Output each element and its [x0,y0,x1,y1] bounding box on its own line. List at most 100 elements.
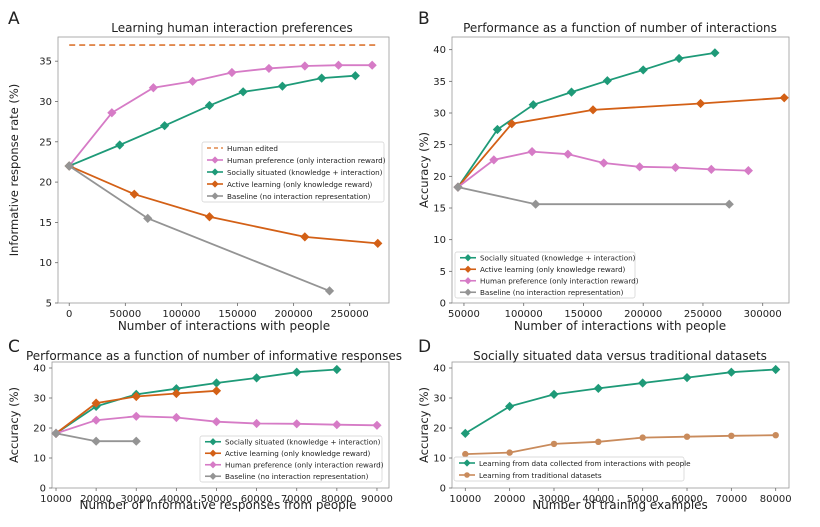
data-point [563,149,573,159]
data-point [710,48,720,58]
data-point [595,438,602,445]
data-point [238,87,248,97]
x-tick-label: 100000 [505,309,543,320]
series-line-1 [55,368,337,435]
data-point [726,367,736,377]
data-point [277,81,288,91]
x-tick-label: 20000 [80,494,112,505]
data-point [188,76,198,86]
data-point [148,83,158,93]
data-point [292,419,302,429]
data-point [317,73,327,83]
data-point [292,367,302,377]
data-point [115,140,125,150]
legend-marker [464,277,472,285]
y-tick-label: 20 [39,178,52,189]
legend-label: Socially situated (knowledge + interacti… [225,438,381,447]
legend-marker [211,180,219,188]
y-tick-label: 5 [46,299,52,310]
data-point [171,388,181,399]
x-tick-label: 50000 [627,494,659,505]
y-axis-label: Accuracy (%) [417,387,431,463]
x-tick-label: 10000 [40,494,72,505]
y-tick-label: 10 [39,258,52,269]
y-tick-label: 30 [33,394,46,405]
series-line-2 [457,96,785,188]
data-point [599,158,609,168]
chart-panel-b: B Performance as a function of number of … [417,9,790,333]
y-axis-label: Informative response rate (%) [7,84,21,257]
data-point [252,418,262,429]
legend-label: Human edited [227,144,278,153]
y-tick-label: 40 [433,45,446,56]
data-point [674,53,684,64]
data-point [566,87,577,97]
data-point [211,417,222,427]
chart-panel-c: C Performance as a function of number of … [7,337,402,512]
x-tick-label: 10000 [449,494,481,505]
y-tick-label: 0 [40,484,46,495]
legend-marker [209,472,217,480]
y-tick-label: 15 [39,218,52,229]
legend-marker [464,254,472,262]
plot-frame [51,361,390,489]
legend: Socially situated (knowledge + interacti… [199,435,384,483]
series-line-2 [465,434,776,455]
y-tick-label: 35 [39,57,52,68]
legend: Learning from data collected from intera… [453,456,691,482]
legend-marker [209,438,217,446]
chart-title: Performance as a function of number of i… [463,21,777,35]
plot-frame [451,36,790,304]
plot-frame [57,36,390,304]
series-line-3 [68,74,356,167]
data-point [593,383,603,393]
y-tick-label: 30 [433,109,446,120]
x-tick-label: 30000 [538,494,570,505]
data-point [64,161,74,171]
x-tick-label: 70000 [715,494,747,505]
legend-label: Learning from traditional datasets [479,471,602,480]
y-tick-label: 15 [433,204,446,215]
data-point [549,389,559,399]
legend-marker [463,459,471,467]
x-tick-label: 80000 [321,494,353,505]
data-point [506,449,513,456]
legend-frame [201,141,385,203]
legend-marker [464,265,472,273]
x-tick-label: 200000 [275,309,313,320]
legend-label: Socially situated (knowledge + interacti… [227,168,383,177]
y-tick-label: 30 [433,394,446,405]
data-point [332,420,342,430]
x-tick-label: 90000 [361,494,393,505]
legend-marker [211,156,219,164]
data-point [51,428,61,438]
data-point [332,364,342,375]
legend-marker [209,449,217,457]
chart-title: Learning human interaction preferences [111,21,352,35]
y-tick-label: 20 [433,172,446,183]
legend-label: Learning from data collected from intera… [479,459,691,468]
data-point [372,420,382,430]
x-axis-label: Number of training examples [532,498,708,512]
legend-label: Baseline (no interaction representation) [227,192,371,201]
data-point [453,182,463,192]
x-axis-label: Number of interactions with people [514,319,726,333]
chart-title: Performance as a function of number of i… [26,349,402,363]
panel-letter: C [8,337,20,357]
panel-letter: D [418,337,431,357]
legend: Socially situated (knowledge + interacti… [454,251,639,299]
legend-marker [464,472,470,478]
data-point [91,398,101,408]
data-point [143,213,153,223]
panel-letter: A [8,9,20,29]
data-point [550,440,558,448]
data-point [772,432,779,439]
series-line-4 [457,186,730,206]
data-point [462,450,469,458]
data-point [670,162,681,173]
series-line-1 [464,368,776,435]
data-point [492,124,503,135]
data-point [333,60,344,70]
data-point [204,100,215,111]
y-tick-label: 20 [433,424,446,435]
